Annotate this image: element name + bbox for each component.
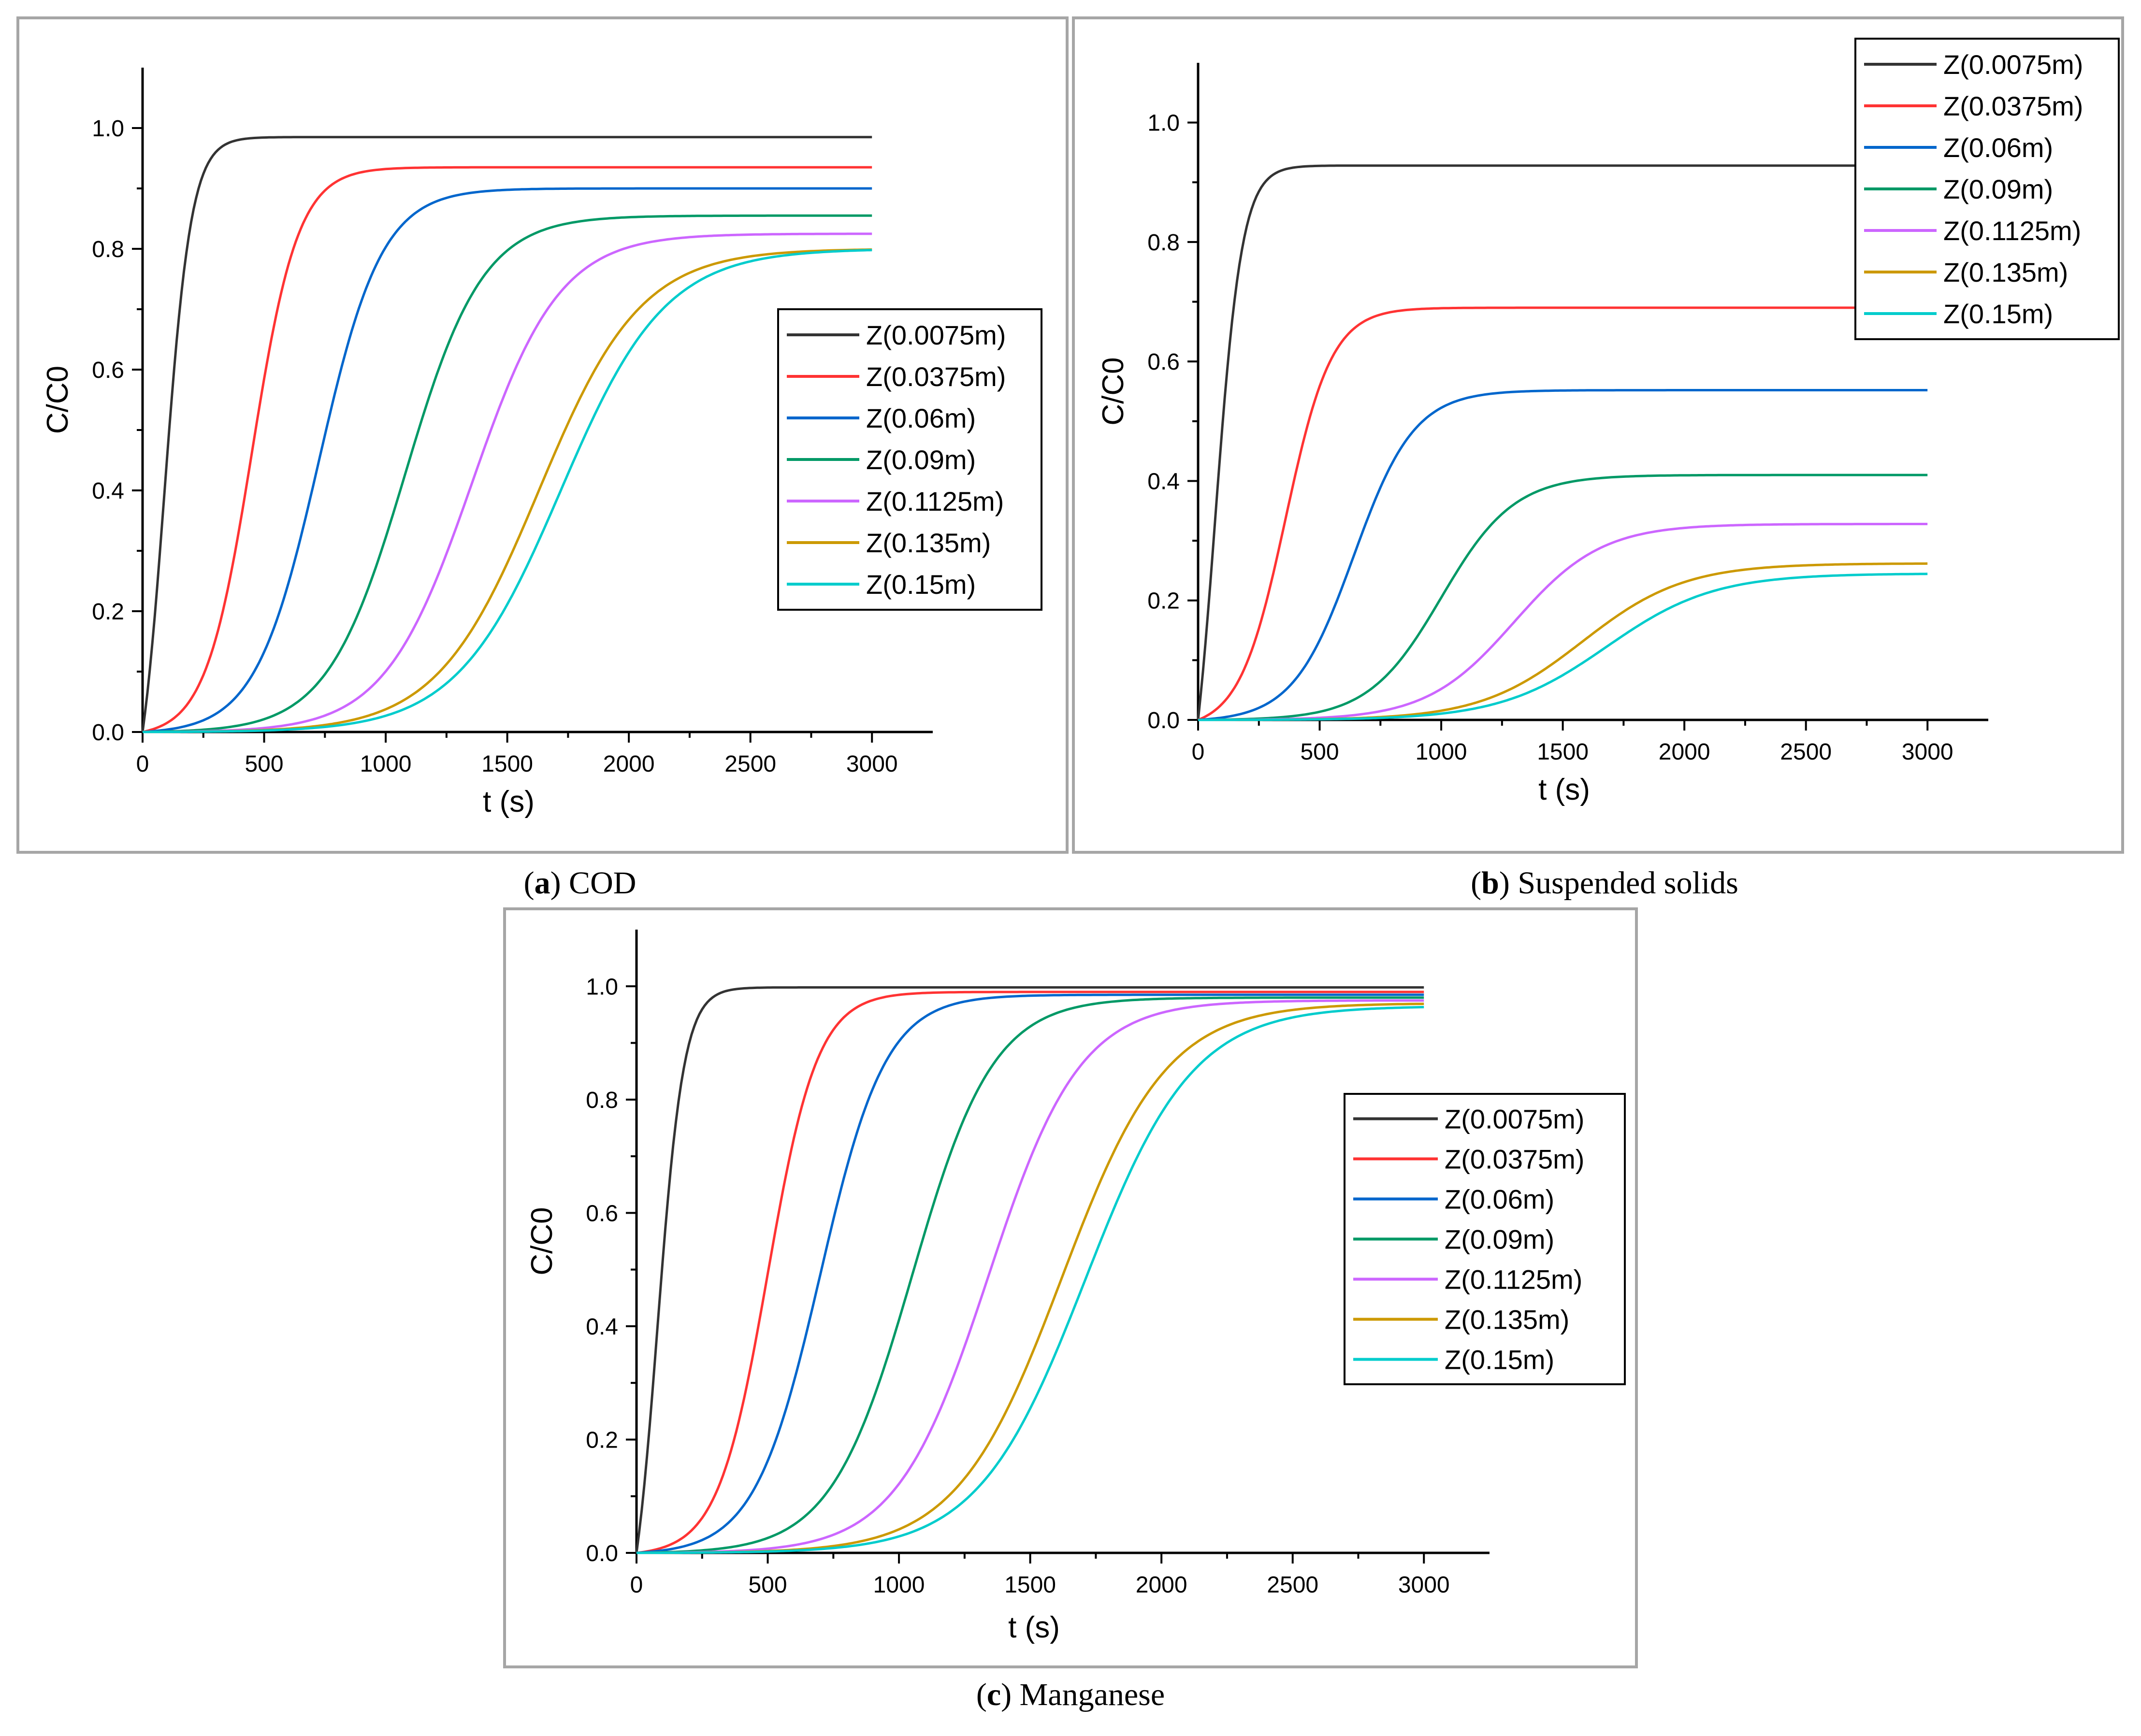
legend-label: Z(0.09m): [866, 445, 976, 475]
legend-label: Z(0.0075m): [866, 320, 1006, 350]
y-tick-label: 0.2: [92, 599, 124, 625]
series-line-7: [1198, 573, 1928, 721]
legend-label: Z(0.09m): [1943, 174, 2053, 204]
x-tick-label: 3000: [846, 751, 898, 777]
y-tick-label: 1.0: [92, 116, 124, 142]
legend-label: Z(0.1125m): [1445, 1264, 1582, 1295]
y-tick-label: 0.4: [586, 1314, 618, 1340]
x-tick-label: 1000: [873, 1572, 925, 1598]
legend-label: Z(0.0375m): [866, 361, 1006, 392]
x-tick-label: 1500: [1004, 1572, 1056, 1598]
legend-label: Z(0.135m): [866, 528, 991, 558]
caption-b: (b) Suspended solids: [1471, 865, 1738, 901]
y-tick-label: 0.2: [586, 1427, 618, 1453]
series-line-1: [141, 136, 872, 732]
legend-label: Z(0.0375m): [1445, 1144, 1584, 1175]
series-line-3: [1198, 389, 1928, 721]
series-line-1: [635, 986, 1424, 1553]
x-tick-label: 500: [1300, 739, 1339, 765]
x-tick-label: 1500: [1537, 739, 1589, 765]
series-line-7: [637, 1005, 1424, 1554]
chart-panel-c: 0 500 1000 1500 2000 2500 3000 0.0 0.2 0.4 0.6 0.8 1…: [503, 907, 1638, 1668]
y-tick-label: 0.8: [92, 237, 124, 262]
chart-a: 0 500 1000 1500 2000 2500 3000 0.0 0.2 0.4 0.6 0.8 1…: [41, 68, 1042, 818]
series-line-7: [143, 249, 872, 733]
series-line-2: [142, 166, 872, 733]
series-line-6: [143, 248, 872, 733]
series-line-4: [142, 214, 872, 733]
x-tick-label: 3000: [1398, 1572, 1450, 1598]
legend-label: Z(0.15m): [866, 569, 976, 600]
series-line-5: [1198, 523, 1928, 721]
x-tick-label: 0: [630, 1572, 643, 1598]
caption-c: (c) Manganese: [976, 1677, 1165, 1712]
y-tick-label: 0.6: [1147, 349, 1180, 375]
x-tick-label: 1000: [1416, 739, 1467, 765]
y-tick-label: 0.0: [586, 1541, 618, 1566]
y-tick-label: 1.0: [586, 974, 618, 1000]
legend-label: Z(0.1125m): [866, 486, 1004, 516]
series-line-1: [1197, 164, 1928, 720]
x-tick-label: 0: [136, 751, 149, 777]
x-tick-label: 3000: [1902, 739, 1953, 765]
y-tick-label: 1.0: [1147, 111, 1180, 136]
series-line-3: [636, 993, 1424, 1554]
legend-label: Z(0.15m): [1943, 299, 2053, 329]
x-axis-label: t (s): [1538, 773, 1590, 806]
y-tick-label: 0.4: [92, 478, 124, 504]
y-axis-label: C/C0: [1097, 357, 1130, 425]
y-tick-label: 0.4: [1147, 469, 1180, 494]
x-axis-label: t (s): [483, 785, 535, 818]
series-line-6: [637, 1003, 1424, 1554]
y-tick-label: 0.2: [1147, 588, 1180, 614]
x-tick-label: 500: [748, 1572, 787, 1598]
x-tick-label: 2000: [603, 751, 655, 777]
x-tick-label: 500: [245, 751, 283, 777]
y-axis-label: C/C0: [41, 366, 74, 434]
y-axis-label: C/C0: [525, 1207, 559, 1275]
x-tick-label: 2000: [1659, 739, 1710, 765]
chart-b: 0 500 1000 1500 2000 2500 3000 0.0 0.2 0.4 0.6 0.8 1…: [1097, 38, 2120, 806]
y-tick-label: 0.6: [92, 358, 124, 383]
legend-label: Z(0.135m): [1445, 1305, 1569, 1335]
x-tick-label: 2500: [724, 751, 776, 777]
y-tick-label: 0.0: [92, 720, 124, 746]
caption-a: (a) COD: [523, 865, 637, 901]
y-tick-label: 0.0: [1147, 708, 1180, 733]
legend-label: Z(0.0075m): [1943, 49, 2083, 80]
series-line-5: [143, 232, 872, 733]
y-tick-label: 0.8: [586, 1088, 618, 1113]
series-line-2: [1198, 306, 1928, 721]
y-tick-label: 0.6: [586, 1201, 618, 1226]
chart-panel-b: 0 500 1000 1500 2000 2500 3000 0.0 0.2 0.4 0.6 0.8 1…: [1072, 16, 2124, 854]
x-tick-label: 2500: [1267, 1572, 1318, 1598]
legend-label: Z(0.06m): [1445, 1184, 1554, 1215]
series-line-6: [1198, 562, 1928, 721]
chart-panel-a: 0 500 1000 1500 2000 2500 3000 0.0 0.2 0.4 0.6 0.8 1…: [16, 16, 1069, 854]
x-tick-label: 2500: [1780, 739, 1832, 765]
x-axis-label: t (s): [1008, 1611, 1060, 1644]
chart-c: 0 500 1000 1500 2000 2500 3000 0.0 0.2 0.4 0.6 0.8 1…: [525, 930, 1626, 1644]
series-line-5: [637, 999, 1424, 1554]
legend-label: Z(0.0375m): [1943, 91, 2083, 121]
x-tick-label: 1500: [481, 751, 533, 777]
series-line-4: [636, 996, 1424, 1554]
series-line-2: [636, 990, 1424, 1554]
x-tick-label: 0: [1192, 739, 1205, 765]
legend-label: Z(0.1125m): [1943, 215, 2081, 246]
legend-label: Z(0.09m): [1445, 1224, 1554, 1255]
legend-label: Z(0.135m): [1943, 257, 2068, 287]
series-line-4: [1198, 473, 1928, 721]
legend-label: Z(0.06m): [1943, 132, 2053, 163]
legend-label: Z(0.15m): [1445, 1345, 1554, 1375]
y-tick-label: 0.8: [1147, 230, 1180, 256]
legend-label: Z(0.06m): [866, 403, 976, 433]
series-line-3: [142, 187, 872, 733]
x-tick-label: 2000: [1136, 1572, 1187, 1598]
legend-label: Z(0.0075m): [1445, 1104, 1584, 1134]
x-tick-label: 1000: [360, 751, 412, 777]
